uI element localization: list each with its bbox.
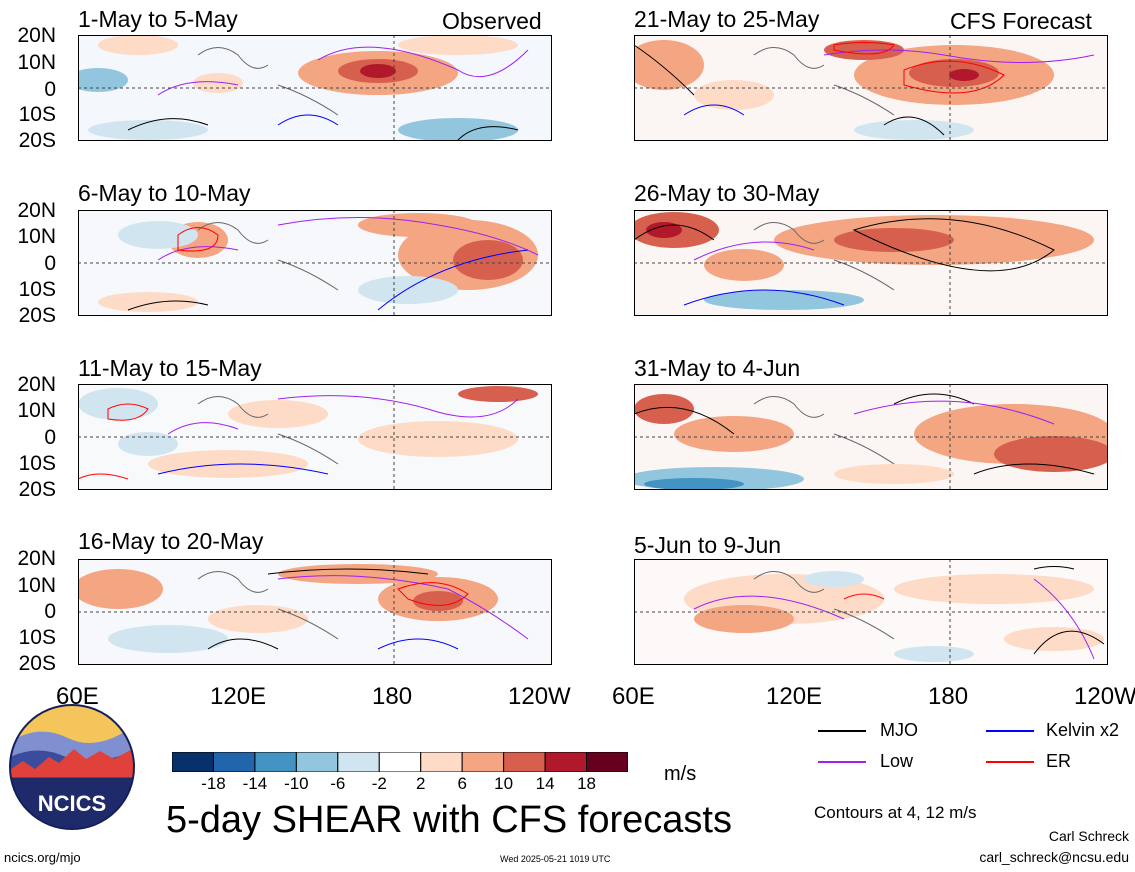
footer-url[interactable]: ncics.org/mjo <box>4 850 81 865</box>
cfs-forecast-tag: CFS Forecast <box>950 8 1092 34</box>
shear-map-panel-8 <box>634 559 1108 665</box>
colorbar-unit: m/s <box>664 763 697 785</box>
panel-title-2: 6-May to 10-May <box>78 180 251 206</box>
colorbar-tick-label: -10 <box>284 774 309 793</box>
colorbar-segment <box>503 752 546 772</box>
colorbar-segment <box>420 752 463 772</box>
legend-swatch-low <box>818 761 866 763</box>
legend-swatch-mjo <box>818 730 866 732</box>
shear-map-panel-7 <box>634 384 1108 490</box>
colorbar-tick-label: 6 <box>457 774 467 793</box>
contour-note: Contours at 4, 12 m/s <box>814 803 977 822</box>
colorbar-segment <box>544 752 588 772</box>
colorbar-segment <box>212 752 256 772</box>
colorbar-tick-label: -18 <box>201 774 226 793</box>
colorbar-tick-label: -6 <box>330 774 346 793</box>
legend-swatch-er <box>986 761 1034 763</box>
colorbar-segment <box>586 752 628 772</box>
colorbar-segment <box>172 752 214 772</box>
footer-timestamp: Wed 2025-05-21 1019 UTC <box>500 854 611 864</box>
colorbar-tick-label: 18 <box>577 774 596 793</box>
legend-swatch-kelvin <box>986 730 1034 732</box>
panel-title-4: 16-May to 20-May <box>78 528 264 554</box>
colorbar-segment <box>378 752 422 772</box>
legend-label-mjo: MJO <box>880 720 918 740</box>
shear-map-panel-4 <box>78 559 552 665</box>
shear-map-panel-5 <box>634 35 1108 141</box>
colorbar-tick-label: 14 <box>535 774 555 793</box>
panel-title-5: 21-May to 25-May <box>634 6 820 32</box>
panel-title-1: 1-May to 5-May <box>78 6 238 32</box>
colorbar <box>172 752 628 772</box>
shear-map-panel-1 <box>78 35 552 141</box>
observed-tag: Observed <box>442 8 542 34</box>
legend-label-low: Low <box>880 751 914 771</box>
colorbar-segment <box>254 752 297 772</box>
panel-title-3: 11-May to 15-May <box>78 355 262 381</box>
panel-title-6: 26-May to 30-May <box>634 180 820 206</box>
panel-title-7: 31-May to 4-Jun <box>634 355 801 381</box>
colorbar-tick-label: -2 <box>371 774 387 793</box>
colorbar-segment <box>295 752 339 772</box>
colorbar-tick-label: -14 <box>242 774 268 793</box>
colorbar-segment <box>337 752 380 772</box>
panel-title-8: 5-Jun to 9-Jun <box>634 532 782 558</box>
colorbar-tick-label: 10 <box>494 774 514 793</box>
shear-map-panel-6 <box>634 210 1108 316</box>
shear-map-panel-2 <box>78 210 552 316</box>
footer-email: carl_schreck@ncsu.edu <box>979 849 1129 865</box>
shear-map-panel-3 <box>78 384 552 490</box>
legend-label-er: ER <box>1046 751 1072 771</box>
svg-text:NCICS: NCICS <box>38 791 106 816</box>
footer-author: Carl Schreck <box>1048 828 1129 844</box>
colorbar-tick-label: 2 <box>415 774 426 793</box>
colorbar-segment <box>461 752 505 772</box>
main-title: 5-day SHEAR with CFS forecasts <box>166 799 732 841</box>
legend-label-kelvin: Kelvin x2 <box>1046 720 1120 740</box>
ncics-logo: NCICS <box>9 704 135 830</box>
